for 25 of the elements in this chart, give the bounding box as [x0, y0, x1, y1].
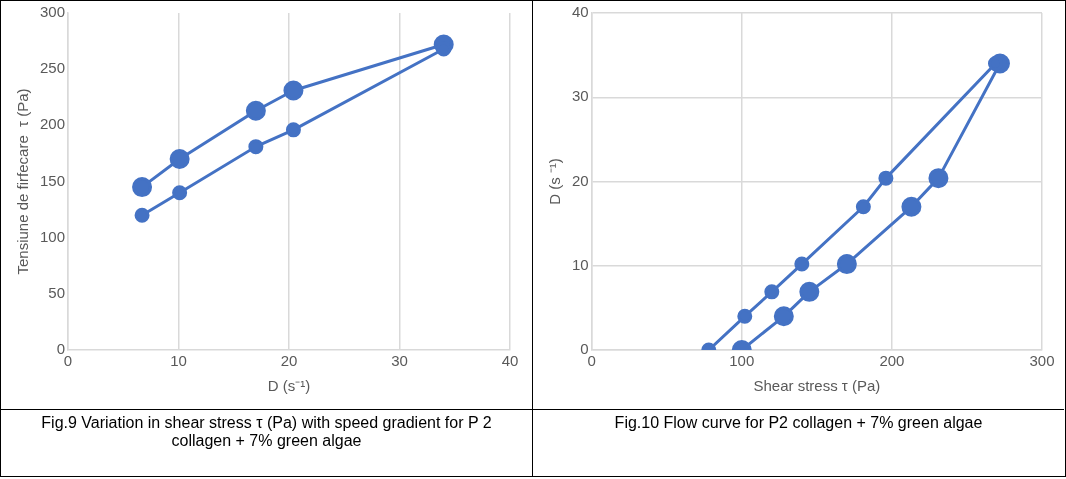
x-tick-label: 200	[879, 352, 905, 370]
y-tick-label: 0	[580, 340, 589, 358]
y-tick-label: 20	[572, 171, 589, 189]
y-tick-label: 30	[572, 87, 589, 105]
x-tick-label: 10	[170, 352, 187, 370]
x-tick-label: 300	[1029, 352, 1055, 370]
x-tick-label: 40	[501, 352, 519, 370]
y-tick-label: 200	[40, 115, 66, 133]
y-axis-title: D (s ⁻¹)	[546, 158, 564, 205]
y-tick-label: 300	[40, 3, 66, 21]
y-tick-label: 40	[572, 3, 589, 21]
x-tick-label: 100	[729, 352, 755, 370]
x-tick-label: 20	[280, 352, 298, 370]
caption: Fig.9 Variation in shear stress τ (Pa) with speed gradient for P 2 collagen + 7% green algae	[40, 413, 493, 451]
x-axis-title: Shear stress τ (Pa)	[753, 377, 881, 395]
y-tick-label: 250	[40, 59, 66, 77]
y-axis-title: Tensiune de firfecare τ (Pa)	[14, 88, 32, 275]
y-tick-label: 10	[572, 255, 589, 273]
y-tick-label: 100	[40, 227, 66, 245]
x-tick-label: 30	[391, 352, 408, 370]
caption: Fig.10 Flow curve for P2 collagen + 7% green algae	[613, 413, 984, 433]
y-tick-label: 0	[56, 340, 66, 358]
x-axis-title: D (s⁻¹)	[267, 377, 311, 395]
y-tick-label: 50	[48, 283, 66, 301]
y-tick-label: 150	[40, 171, 66, 189]
